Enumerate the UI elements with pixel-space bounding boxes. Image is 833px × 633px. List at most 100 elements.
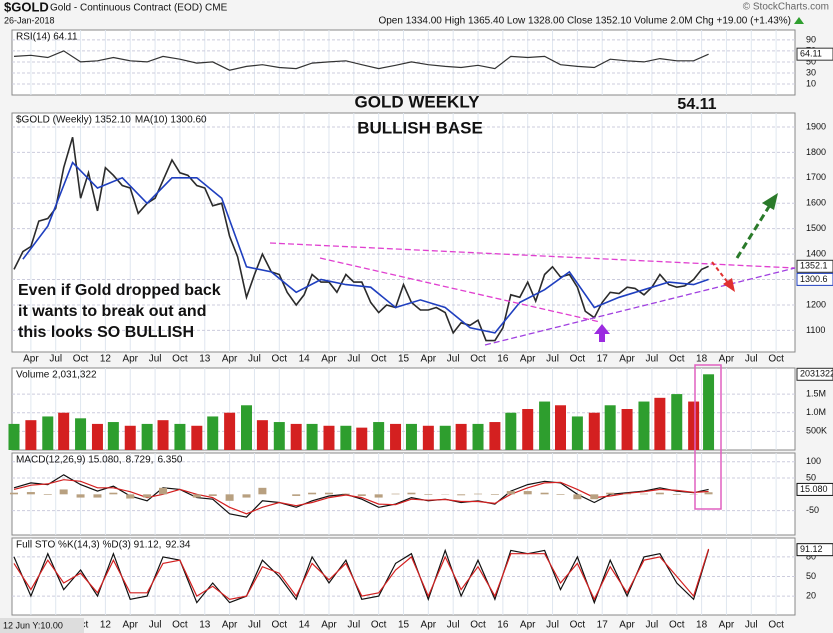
bar xyxy=(356,427,368,450)
bar xyxy=(109,492,118,495)
value-tag: 1300.6 xyxy=(800,274,828,284)
x-tick-label: Oct xyxy=(669,620,685,631)
bar xyxy=(523,491,532,495)
y-tick-label: 90 xyxy=(806,34,816,44)
bar xyxy=(390,423,402,450)
legend-entry: RSI(14) 64.11 xyxy=(16,32,78,43)
x-tick-label: 14 xyxy=(299,620,311,631)
bar xyxy=(405,423,417,450)
bar xyxy=(639,493,648,495)
series-line xyxy=(13,548,710,601)
x-tick-label: Oct xyxy=(470,620,486,631)
bar xyxy=(455,423,467,450)
bar xyxy=(26,492,35,495)
footer-box xyxy=(0,618,84,633)
bar xyxy=(107,422,119,450)
legend-entry: MACD(12,26,9) 15.080, xyxy=(16,455,122,466)
legend-entry: Full STO %K(14,3) %D(3) 91.12, xyxy=(16,540,161,551)
y-tick-label: 80 xyxy=(806,551,816,561)
bar xyxy=(573,494,582,500)
x-tick-label: Apr xyxy=(321,620,337,631)
x-tick-label: Apr xyxy=(719,620,735,631)
bar xyxy=(439,425,451,450)
y-tick-label: 50 xyxy=(806,472,816,482)
bar xyxy=(241,405,253,450)
x-tick-label: 15 xyxy=(398,354,410,365)
x-tick-label: Apr xyxy=(421,620,437,631)
symbol: $GOLD xyxy=(4,0,49,14)
bar xyxy=(540,492,549,495)
x-tick-label: Jul xyxy=(347,620,360,631)
x-tick-label: Oct xyxy=(570,620,586,631)
annotation: GOLD WEEKLY xyxy=(355,92,481,111)
x-tick-label: Jul xyxy=(745,620,758,631)
bar xyxy=(654,397,666,450)
legend-entry: $GOLD (Weekly) 1352.10 xyxy=(16,115,131,126)
x-tick-label: Jul xyxy=(447,620,460,631)
arrow-head xyxy=(762,193,778,210)
x-tick-label: Oct xyxy=(470,354,486,365)
bar xyxy=(174,423,186,450)
date: 26-Jan-2018 xyxy=(4,15,55,25)
panels: 1030507090RSI(14) 64.1164.11110012001300… xyxy=(8,29,833,631)
y-tick-label: 50 xyxy=(806,571,816,581)
bar xyxy=(606,492,615,495)
value-tag-box xyxy=(796,367,833,381)
bar xyxy=(704,492,713,495)
value-tag: 91.12 xyxy=(800,544,823,554)
annotation: 54.11 xyxy=(677,96,716,113)
x-tick-label: Oct xyxy=(669,354,685,365)
bar xyxy=(522,409,534,450)
bar xyxy=(621,409,633,450)
bar xyxy=(422,425,434,450)
x-tick-label: 16 xyxy=(497,620,509,631)
bar xyxy=(208,494,217,496)
y-tick-label: 1800 xyxy=(806,147,826,157)
watermark: © StockCharts.com xyxy=(743,2,829,13)
x-tick-label: Apr xyxy=(222,354,238,365)
value-tag-box xyxy=(796,259,833,273)
x-tick-label: 14 xyxy=(299,354,311,365)
value-tag-box xyxy=(796,543,833,557)
x-tick-label: Apr xyxy=(122,620,138,631)
y-tick-label: 1500 xyxy=(806,223,826,233)
bar xyxy=(588,412,600,450)
trend-line xyxy=(484,267,796,346)
x-tick-label: Jul xyxy=(149,354,162,365)
x-tick-label: Jul xyxy=(646,620,659,631)
y-tick-label: 1100 xyxy=(806,325,825,335)
legend-entry: 8.729, xyxy=(126,455,154,466)
bar xyxy=(391,493,400,495)
y-tick-label: 1200 xyxy=(806,299,826,309)
series-line xyxy=(22,161,709,334)
bar xyxy=(159,487,168,495)
x-tick-label: Oct xyxy=(172,620,188,631)
value-tag-box xyxy=(796,482,833,496)
x-tick-label: Jul xyxy=(248,354,261,365)
x-tick-label: 17 xyxy=(597,620,609,631)
bar xyxy=(474,493,483,495)
bar xyxy=(25,420,37,450)
x-tick-label: Apr xyxy=(520,354,536,365)
bar xyxy=(554,405,566,450)
low-marker xyxy=(594,324,610,342)
bar xyxy=(91,423,103,450)
x-tick-label: Jul xyxy=(646,354,659,365)
bar xyxy=(242,494,251,498)
x-tick-label: Apr xyxy=(321,354,337,365)
pullback-arrow xyxy=(711,261,730,285)
bar xyxy=(604,405,616,450)
bar xyxy=(489,422,501,450)
annotation: this looks SO BULLISH xyxy=(18,324,194,341)
legend-entry: Volume 2,031,322 xyxy=(16,370,97,381)
bar xyxy=(76,494,85,498)
x-tick-label: Jul xyxy=(546,354,559,365)
x-tick-label: 12 xyxy=(100,354,112,365)
x-tick-label: Oct xyxy=(371,354,387,365)
bar xyxy=(8,423,20,450)
x-tick-label: 17 xyxy=(597,354,609,365)
x-tick-label: Jul xyxy=(745,354,758,365)
x-tick-label: 16 xyxy=(497,354,509,365)
bar xyxy=(42,416,54,450)
